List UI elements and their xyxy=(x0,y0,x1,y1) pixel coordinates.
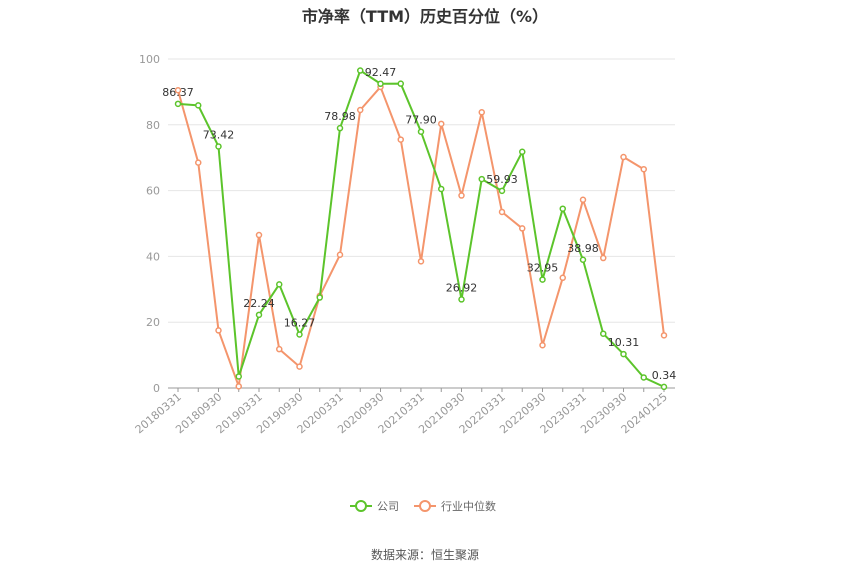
company-point[interactable] xyxy=(458,296,465,303)
industry-median-point[interactable] xyxy=(478,109,485,116)
company-point[interactable] xyxy=(579,256,587,264)
data-labels: 86.37 73.42 22.24 16.27 78.98 92.47 77.90 26.92… xyxy=(162,66,676,382)
y-tick-label: 0 xyxy=(153,382,160,395)
company-point[interactable] xyxy=(498,187,506,195)
y-tick-label: 40 xyxy=(146,250,160,263)
company-point[interactable] xyxy=(357,67,364,74)
industry-median-point[interactable] xyxy=(640,165,647,173)
industry-median-point[interactable] xyxy=(519,225,526,232)
industry-median-point[interactable] xyxy=(255,231,263,239)
data-label: 77.90 xyxy=(405,114,437,127)
industry-median-point[interactable] xyxy=(417,258,425,265)
data-label: 73.42 xyxy=(203,128,235,141)
industry-median-point[interactable] xyxy=(498,208,506,216)
x-axis: 2018033120180930201903312019093020200331… xyxy=(133,387,675,436)
industry-median-point[interactable] xyxy=(174,87,182,94)
industry-median-point[interactable] xyxy=(235,383,242,390)
company-point[interactable] xyxy=(276,281,283,288)
data-label: 86.37 xyxy=(162,86,194,99)
data-label: 78.98 xyxy=(324,110,356,123)
y-tick-label: 100 xyxy=(139,53,160,66)
industry-median-point[interactable] xyxy=(600,254,607,262)
legend[interactable]: 公司 行业中位数 xyxy=(350,499,496,513)
industry-median-point[interactable] xyxy=(438,120,445,128)
data-label: 0.34 xyxy=(652,369,677,382)
data-label: 16.27 xyxy=(284,316,316,329)
legend-marker xyxy=(419,500,431,512)
data-label: 32.95 xyxy=(527,262,559,275)
chart-title: 市净率（TTM）历史百分位（%） xyxy=(301,7,549,26)
company-point[interactable] xyxy=(336,124,344,132)
industry-median-point[interactable] xyxy=(357,106,364,114)
company-point[interactable] xyxy=(438,185,445,193)
y-tick-label: 60 xyxy=(146,185,160,198)
industry-median-point[interactable] xyxy=(276,345,283,353)
data-label: 59.93 xyxy=(486,173,518,186)
company-point[interactable] xyxy=(174,100,182,108)
legend-label: 行业中位数 xyxy=(441,499,496,513)
company-point[interactable] xyxy=(316,294,323,301)
company-point[interactable] xyxy=(397,80,404,87)
industry-median-point[interactable] xyxy=(215,327,222,334)
company-point[interactable] xyxy=(377,80,384,88)
company-point[interactable] xyxy=(215,143,222,150)
data-label: 22.24 xyxy=(243,297,275,310)
grid-lines xyxy=(168,58,675,323)
industry-median-point[interactable] xyxy=(620,153,627,161)
y-tick-label: 80 xyxy=(146,119,160,132)
industry-median-point[interactable] xyxy=(579,196,587,204)
industry-median-point[interactable] xyxy=(296,363,303,370)
industry-median-point[interactable] xyxy=(539,341,546,349)
series-layer xyxy=(174,67,668,391)
data-label: 10.31 xyxy=(608,336,640,349)
legend-item-company[interactable]: 公司 xyxy=(350,500,399,513)
company-point[interactable] xyxy=(519,148,526,156)
company-point[interactable] xyxy=(417,128,425,135)
company-point[interactable] xyxy=(559,205,566,212)
data-label: 92.47 xyxy=(365,66,397,79)
company-point[interactable] xyxy=(600,330,607,337)
industry-median-point[interactable] xyxy=(195,159,202,166)
company-point[interactable] xyxy=(539,276,546,283)
company-point[interactable] xyxy=(660,383,668,391)
industry-median-point[interactable] xyxy=(336,251,344,259)
y-tick-label: 20 xyxy=(146,316,160,329)
industry-median-point[interactable] xyxy=(397,136,404,143)
data-label: 26.92 xyxy=(446,281,478,294)
industry-median-point[interactable] xyxy=(458,192,465,199)
company-point[interactable] xyxy=(296,331,303,338)
legend-item-industry-median[interactable]: 行业中位数 xyxy=(414,499,496,513)
y-axis: 0 20 40 60 80 100 xyxy=(139,53,160,395)
company-point[interactable] xyxy=(478,175,485,183)
industry-median-point[interactable] xyxy=(559,274,566,282)
industry-median-point[interactable] xyxy=(660,332,668,339)
data-label: 38.98 xyxy=(567,242,599,255)
legend-marker xyxy=(355,500,367,512)
legend-label: 公司 xyxy=(377,500,399,513)
company-point[interactable] xyxy=(640,374,647,381)
company-point[interactable] xyxy=(195,102,202,109)
company-point[interactable] xyxy=(255,311,263,319)
company-point[interactable] xyxy=(235,373,242,380)
source-note: 数据来源：恒生聚源 xyxy=(370,548,479,562)
company-point[interactable] xyxy=(620,350,627,358)
